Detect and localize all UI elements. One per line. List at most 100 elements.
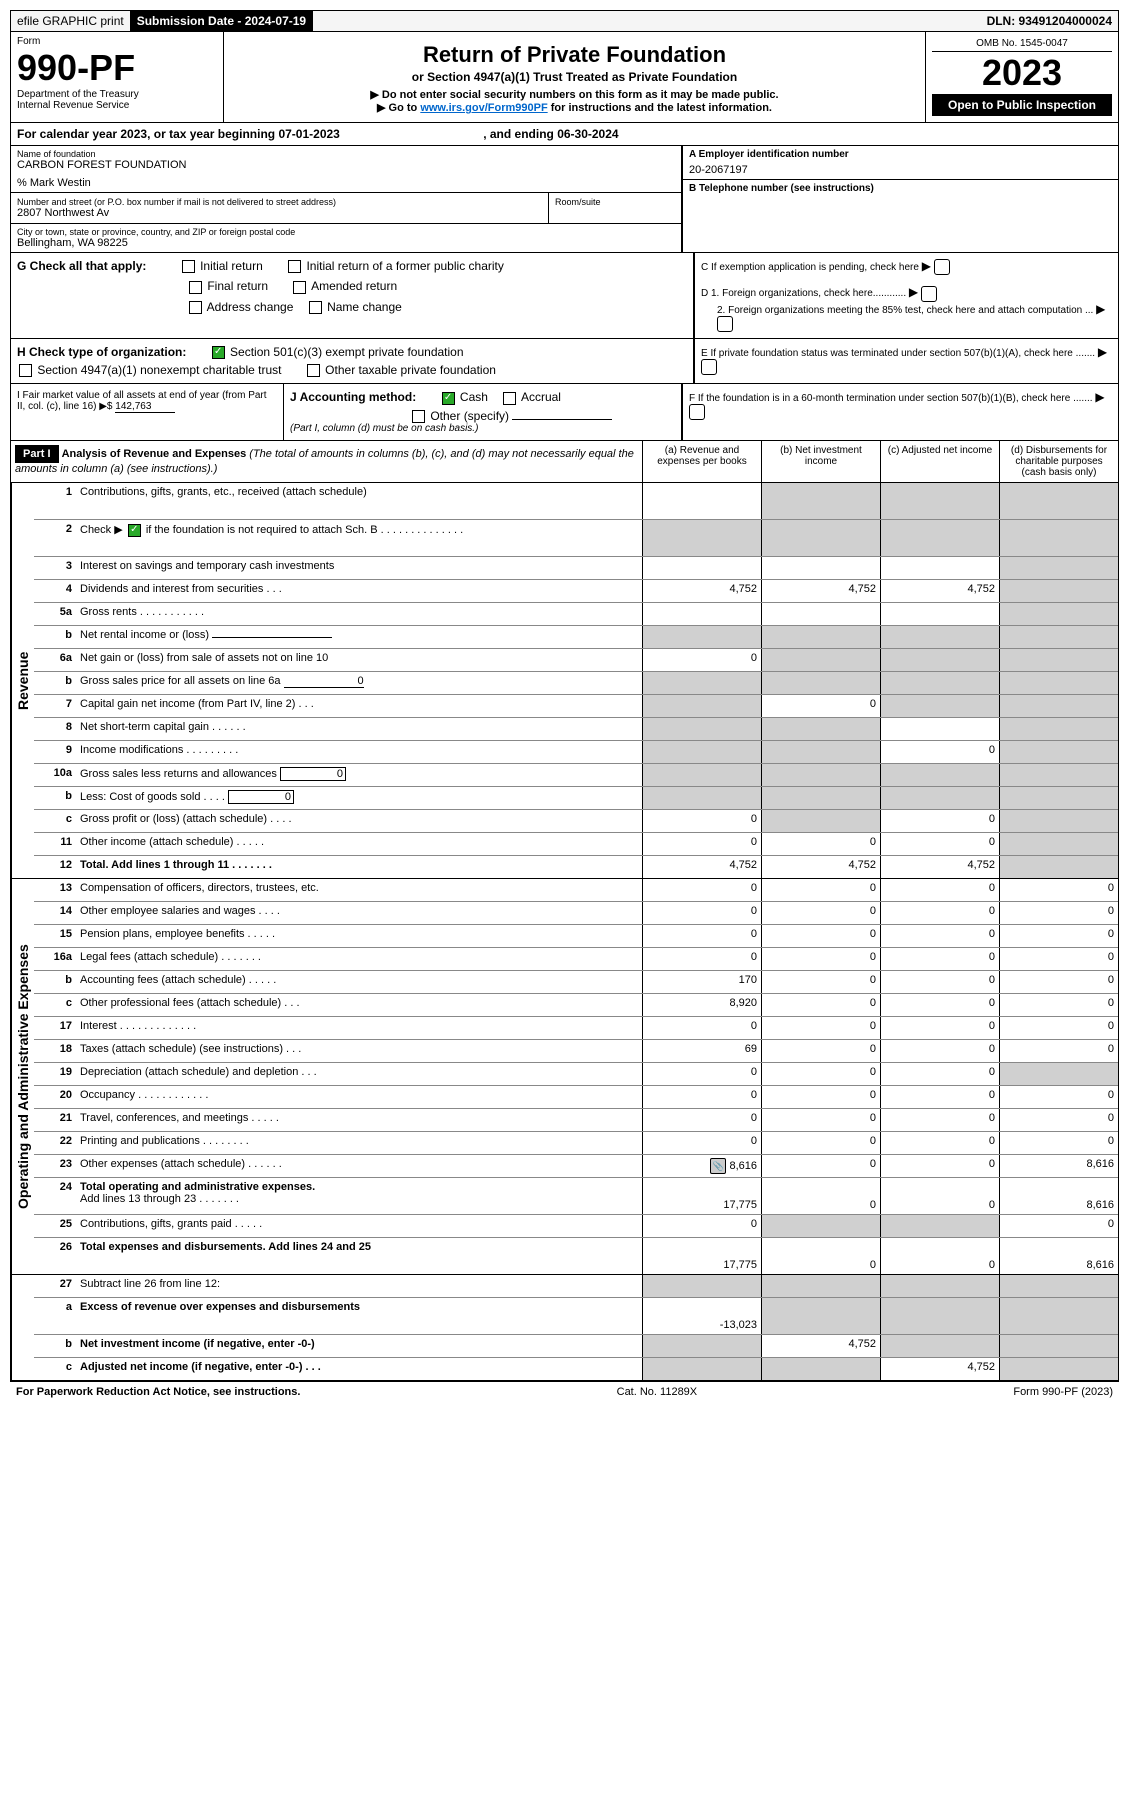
l13c: 0 [880, 879, 999, 901]
checkbox-cash[interactable] [442, 392, 455, 405]
line-24: Total operating and administrative expen… [76, 1178, 642, 1214]
checkbox-d1[interactable] [921, 286, 937, 302]
checkbox-final-return[interactable] [189, 281, 202, 294]
g-label: G Check all that apply: [17, 259, 146, 273]
line-11-a: 0 [642, 833, 761, 855]
checkbox-e[interactable] [701, 359, 717, 375]
checkbox-f[interactable] [689, 404, 705, 420]
l17b: 0 [761, 1017, 880, 1039]
col-c-header: (c) Adjusted net income [880, 441, 999, 482]
line-11: Other income (attach schedule) . . . . . [76, 833, 642, 855]
j-accrual: Accrual [521, 390, 561, 404]
line-12-a: 4,752 [642, 856, 761, 878]
check-section-ij: I Fair market value of all assets at end… [10, 384, 1119, 441]
l24c: 0 [880, 1178, 999, 1214]
l27aa: -13,023 [642, 1298, 761, 1334]
l24d: 8,616 [999, 1178, 1118, 1214]
line-22: Printing and publications . . . . . . . … [76, 1132, 642, 1154]
irs-link[interactable]: www.irs.gov/Form990PF [420, 102, 547, 114]
g-address: Address change [207, 300, 294, 314]
cal-begin: 07-01-2023 [278, 127, 339, 141]
checkbox-accrual[interactable] [503, 392, 516, 405]
form-subtitle: or Section 4947(a)(1) Trust Treated as P… [232, 70, 917, 84]
l24a: 17,775 [642, 1178, 761, 1214]
l16ac: 0 [880, 948, 999, 970]
line-19: Depreciation (attach schedule) and deple… [76, 1063, 642, 1085]
efile-label: efile GRAPHIC print [11, 11, 131, 31]
d2-label: 2. Foreign organizations meeting the 85%… [717, 305, 1093, 316]
line-20: Occupancy . . . . . . . . . . . . [76, 1086, 642, 1108]
checkbox-other-taxable[interactable] [307, 364, 320, 377]
checkbox-d2[interactable] [717, 316, 733, 332]
l13b: 0 [761, 879, 880, 901]
line-13: Compensation of officers, directors, tru… [76, 879, 642, 901]
attach-icon[interactable]: 📎 [710, 1158, 726, 1174]
j-note: (Part I, column (d) must be on cash basi… [290, 423, 675, 434]
room-label: Room/suite [555, 197, 675, 207]
submission-date: Submission Date - 2024-07-19 [131, 11, 313, 31]
line-8: Net short-term capital gain . . . . . . [76, 718, 642, 740]
part1-title: Analysis of Revenue and Expenses [62, 448, 247, 460]
fmv-value: 142,763 [115, 401, 175, 413]
l23b: 0 [761, 1155, 880, 1177]
l13a: 0 [642, 879, 761, 901]
l23c: 0 [880, 1155, 999, 1177]
addr-label: Number and street (or P.O. box number if… [17, 197, 542, 207]
care-of: % Mark Westin [17, 177, 675, 189]
d1-label: D 1. Foreign organizations, check here..… [701, 288, 906, 299]
line-23: Other expenses (attach schedule) . . . .… [76, 1155, 642, 1177]
line-4-a: 4,752 [642, 580, 761, 602]
expenses-side-label: Operating and Administrative Expenses [11, 879, 34, 1274]
checkbox-4947[interactable] [19, 364, 32, 377]
line-6a: Net gain or (loss) from sale of assets n… [76, 649, 642, 671]
l14b: 0 [761, 902, 880, 924]
line-27: Subtract line 26 from line 12: [76, 1275, 642, 1297]
line-12-c: 4,752 [880, 856, 999, 878]
line-15: Pension plans, employee benefits . . . .… [76, 925, 642, 947]
l16cc: 0 [880, 994, 999, 1016]
checkbox-schb[interactable] [128, 524, 141, 537]
g-name: Name change [327, 300, 402, 314]
l15b: 0 [761, 925, 880, 947]
cal-mid: , and ending [483, 127, 557, 141]
ein-label: A Employer identification number [689, 149, 1112, 160]
col-b-header: (b) Net investment income [761, 441, 880, 482]
line-27b: Net investment income (if negative, ente… [76, 1335, 642, 1357]
checkbox-initial-former[interactable] [288, 260, 301, 273]
part1-label: Part I [15, 445, 59, 463]
j-cash: Cash [460, 390, 488, 404]
line-9: Income modifications . . . . . . . . . [76, 741, 642, 763]
l21d: 0 [999, 1109, 1118, 1131]
checkbox-initial-return[interactable] [182, 260, 195, 273]
l16bd: 0 [999, 971, 1118, 993]
l27cc: 4,752 [880, 1358, 999, 1380]
tax-year: 2023 [932, 52, 1112, 94]
phone-label: B Telephone number (see instructions) [689, 183, 1112, 194]
l16cd: 0 [999, 994, 1118, 1016]
l26a: 17,775 [642, 1238, 761, 1274]
note-link-post: for instructions and the latest informat… [548, 102, 772, 114]
city-label: City or town, state or province, country… [17, 227, 675, 237]
checkbox-other-method[interactable] [412, 410, 425, 423]
l14c: 0 [880, 902, 999, 924]
checkbox-name-change[interactable] [309, 301, 322, 314]
line-10c: Gross profit or (loss) (attach schedule)… [76, 810, 642, 832]
checkbox-c[interactable] [934, 259, 950, 275]
expenses-section: Operating and Administrative Expenses 13… [10, 879, 1119, 1275]
line-12: Total. Add lines 1 through 11 . . . . . … [76, 856, 642, 878]
checkbox-501c3[interactable] [212, 346, 225, 359]
l15a: 0 [642, 925, 761, 947]
line-27c: Adjusted net income (if negative, enter … [76, 1358, 642, 1380]
g-initial: Initial return [200, 259, 263, 273]
dept-line2: Internal Revenue Service [17, 100, 217, 111]
checkbox-amended-return[interactable] [293, 281, 306, 294]
l20d: 0 [999, 1086, 1118, 1108]
l26d: 8,616 [999, 1238, 1118, 1274]
l14a: 0 [642, 902, 761, 924]
line-18: Taxes (attach schedule) (see instruction… [76, 1040, 642, 1062]
street-address: 2807 Northwest Av [17, 207, 542, 219]
l16cb: 0 [761, 994, 880, 1016]
line-7: Capital gain net income (from Part IV, l… [76, 695, 642, 717]
checkbox-address-change[interactable] [189, 301, 202, 314]
l16ad: 0 [999, 948, 1118, 970]
